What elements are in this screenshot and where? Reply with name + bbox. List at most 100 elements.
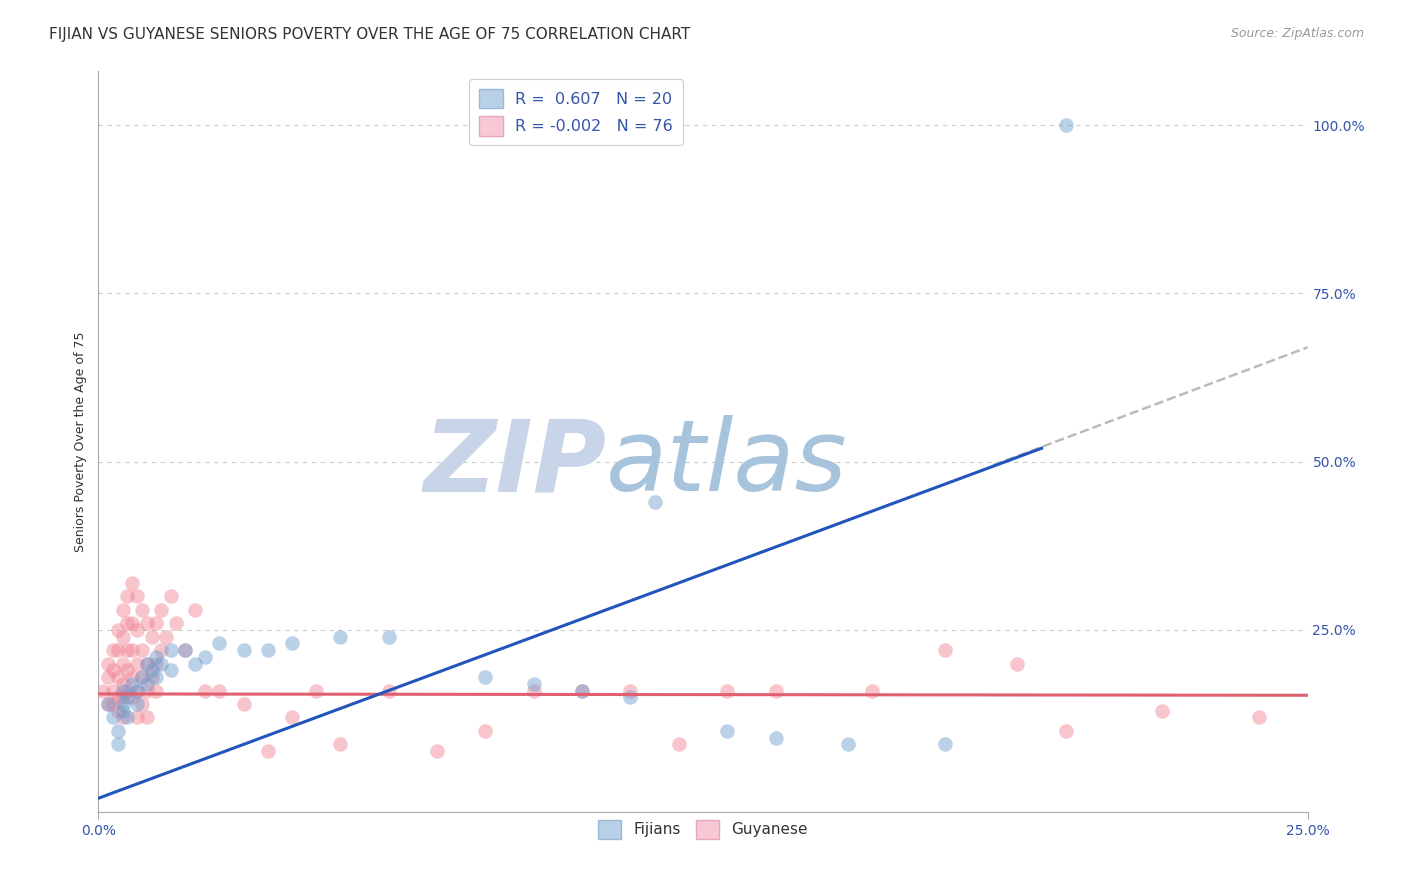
Point: [131, 643, 153, 657]
Point: [256, 744, 278, 758]
Point: [131, 697, 153, 711]
Point: [644, 495, 666, 509]
Point: [107, 670, 129, 684]
Point: [121, 677, 143, 691]
Point: [194, 683, 217, 698]
Point: [256, 643, 278, 657]
Point: [232, 697, 254, 711]
Point: [837, 738, 859, 752]
Point: [174, 643, 197, 657]
Point: [97, 697, 120, 711]
Point: [107, 623, 129, 637]
Point: [934, 643, 956, 657]
Point: [860, 683, 883, 698]
Point: [127, 697, 149, 711]
Point: [141, 670, 163, 684]
Point: [208, 683, 231, 698]
Point: [232, 643, 254, 657]
Point: [101, 710, 124, 724]
Point: [117, 683, 139, 698]
Point: [111, 697, 134, 711]
Point: [377, 630, 399, 644]
Point: [107, 738, 129, 752]
Point: [329, 630, 352, 644]
Point: [135, 616, 157, 631]
Point: [101, 664, 124, 678]
Point: [281, 710, 304, 724]
Point: [765, 683, 787, 698]
Point: [305, 683, 328, 698]
Point: [571, 683, 593, 698]
Point: [281, 636, 304, 650]
Point: [101, 643, 124, 657]
Text: ZIP: ZIP: [423, 416, 606, 512]
Point: [97, 657, 120, 671]
Point: [523, 677, 546, 691]
Point: [141, 630, 163, 644]
Point: [111, 710, 134, 724]
Point: [135, 677, 157, 691]
Point: [165, 616, 187, 631]
Point: [117, 590, 139, 604]
Point: [668, 738, 690, 752]
Point: [111, 683, 134, 698]
Point: [111, 677, 134, 691]
Point: [135, 657, 157, 671]
Text: atlas: atlas: [606, 416, 848, 512]
Point: [127, 623, 149, 637]
Point: [127, 683, 149, 698]
Point: [716, 723, 738, 738]
Point: [619, 683, 641, 698]
Point: [523, 683, 546, 698]
Point: [145, 683, 167, 698]
Point: [145, 657, 167, 671]
Point: [121, 643, 143, 657]
Point: [377, 683, 399, 698]
Point: [107, 690, 129, 705]
Point: [97, 697, 120, 711]
Point: [174, 643, 197, 657]
Point: [107, 723, 129, 738]
Point: [426, 744, 449, 758]
Point: [127, 710, 149, 724]
Point: [97, 670, 120, 684]
Point: [1152, 704, 1174, 718]
Point: [1054, 118, 1077, 132]
Point: [117, 710, 139, 724]
Text: FIJIAN VS GUYANESE SENIORS POVERTY OVER THE AGE OF 75 CORRELATION CHART: FIJIAN VS GUYANESE SENIORS POVERTY OVER …: [49, 27, 690, 42]
Point: [145, 649, 167, 664]
Point: [127, 657, 149, 671]
Point: [127, 590, 149, 604]
Point: [101, 697, 124, 711]
Point: [934, 738, 956, 752]
Point: [1249, 710, 1271, 724]
Legend: Fijians, Guyanese: Fijians, Guyanese: [592, 814, 814, 845]
Point: [160, 643, 183, 657]
Point: [107, 704, 129, 718]
Point: [716, 683, 738, 698]
Point: [101, 683, 124, 698]
Point: [117, 664, 139, 678]
Point: [91, 683, 114, 698]
Point: [160, 590, 183, 604]
Point: [111, 690, 134, 705]
Point: [131, 603, 153, 617]
Point: [135, 683, 157, 698]
Point: [1007, 657, 1029, 671]
Point: [474, 723, 496, 738]
Point: [329, 738, 352, 752]
Point: [141, 664, 163, 678]
Point: [150, 657, 173, 671]
Point: [121, 670, 143, 684]
Y-axis label: Seniors Poverty Over the Age of 75: Seniors Poverty Over the Age of 75: [75, 331, 87, 552]
Text: Source: ZipAtlas.com: Source: ZipAtlas.com: [1230, 27, 1364, 40]
Point: [184, 657, 207, 671]
Point: [765, 731, 787, 745]
Point: [194, 649, 217, 664]
Point: [111, 603, 134, 617]
Point: [121, 616, 143, 631]
Point: [121, 690, 143, 705]
Point: [184, 603, 207, 617]
Point: [111, 657, 134, 671]
Point: [107, 643, 129, 657]
